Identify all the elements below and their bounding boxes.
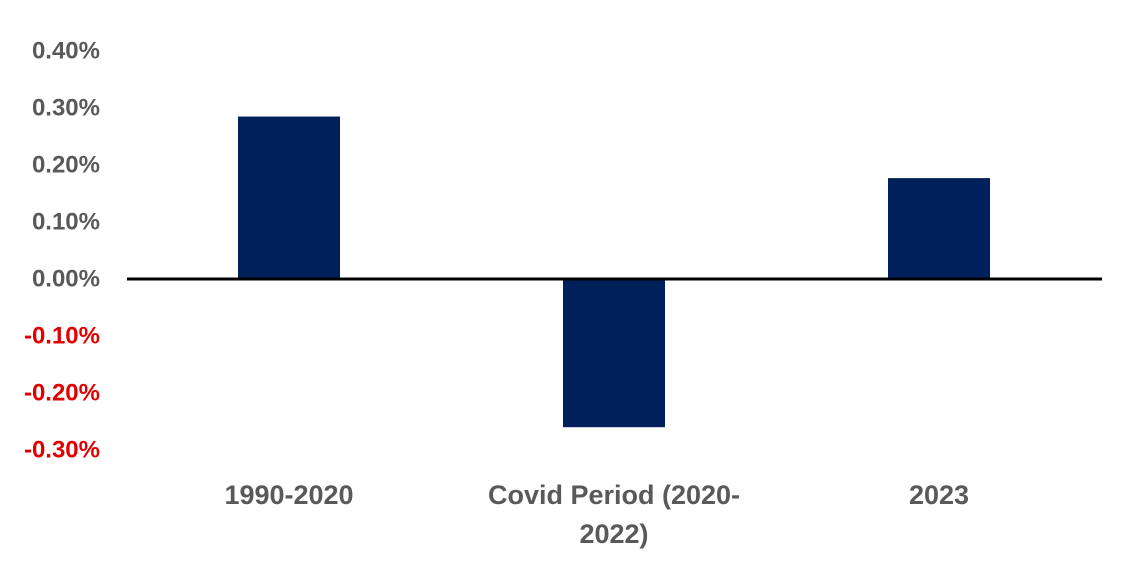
y-tick-label: 0.10% [32, 209, 100, 236]
bars [238, 116, 990, 428]
category-label: Covid Period (2020- 2022) [488, 480, 740, 549]
bar [238, 116, 340, 279]
category-label-line: 2023 [909, 480, 969, 510]
category-label-line: Covid Period (2020- [488, 480, 740, 510]
bar [563, 279, 665, 428]
category-label: 2023 [909, 480, 969, 510]
category-label-line: 2022) [579, 519, 648, 549]
y-tick-label: 0.40% [32, 38, 100, 65]
bar [888, 178, 990, 279]
y-tick-label: 0.20% [32, 152, 100, 179]
y-tick-label: -0.20% [24, 380, 100, 407]
y-tick-label: 0.00% [32, 266, 100, 293]
y-tick-label: 0.30% [32, 95, 100, 122]
y-axis-tick-labels: 0.40% 0.30% 0.20% 0.10% 0.00% -0.10% -0.20% -0.… [24, 38, 100, 464]
y-tick-label: -0.30% [24, 437, 100, 464]
y-tick-label: -0.10% [24, 323, 100, 350]
x-axis-category-labels: 1990-2020 Covid Period (2020- 2022) 2023 [224, 480, 969, 549]
category-label-line: 1990-2020 [224, 480, 353, 510]
category-label: 1990-2020 [224, 480, 353, 510]
